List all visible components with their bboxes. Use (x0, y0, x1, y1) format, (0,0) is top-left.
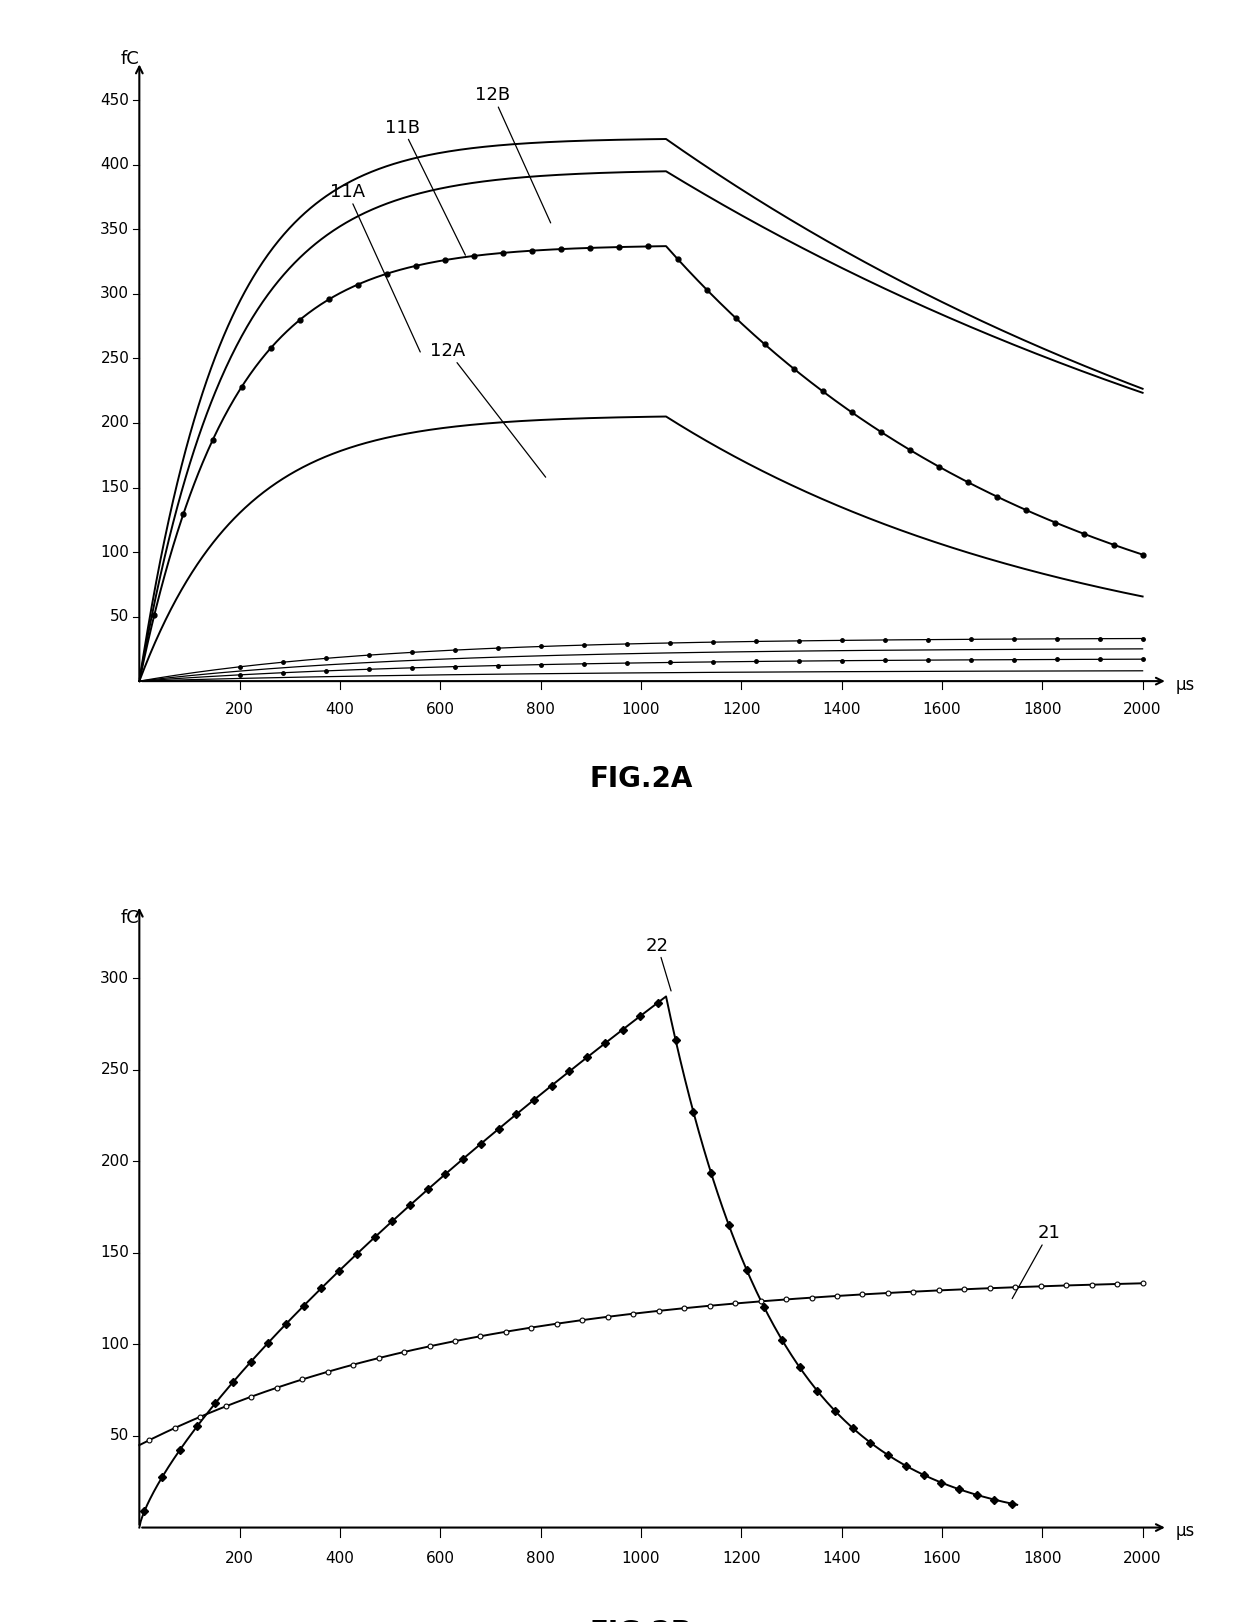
Text: 800: 800 (526, 1551, 556, 1567)
Text: 300: 300 (100, 287, 129, 302)
Text: 2000: 2000 (1123, 1551, 1162, 1567)
Text: 150: 150 (100, 480, 129, 495)
Text: FIG.2A: FIG.2A (589, 766, 693, 793)
Text: 350: 350 (100, 222, 129, 237)
Text: 200: 200 (226, 702, 254, 717)
Text: fC: fC (122, 50, 140, 68)
Text: 2000: 2000 (1123, 702, 1162, 717)
Text: 1200: 1200 (722, 1551, 760, 1567)
Text: 1000: 1000 (621, 702, 660, 717)
Text: 450: 450 (100, 92, 129, 107)
Text: μs: μs (1176, 676, 1194, 694)
Text: 1800: 1800 (1023, 702, 1061, 717)
Text: μs: μs (1176, 1521, 1194, 1541)
Text: 150: 150 (100, 1246, 129, 1260)
Text: 1600: 1600 (923, 702, 961, 717)
Text: 400: 400 (326, 1551, 355, 1567)
Text: 1400: 1400 (822, 702, 861, 717)
Text: 1000: 1000 (621, 1551, 660, 1567)
Text: 1600: 1600 (923, 1551, 961, 1567)
Text: 1800: 1800 (1023, 1551, 1061, 1567)
Text: FIG.2B: FIG.2B (589, 1619, 692, 1622)
Text: 600: 600 (425, 1551, 455, 1567)
Text: 11B: 11B (386, 118, 465, 255)
Text: 21: 21 (1012, 1225, 1060, 1299)
Text: 1200: 1200 (722, 702, 760, 717)
Text: 100: 100 (100, 1337, 129, 1351)
Text: 50: 50 (110, 610, 129, 624)
Text: 400: 400 (100, 157, 129, 172)
Text: 12A: 12A (430, 342, 546, 477)
Text: 600: 600 (425, 702, 455, 717)
Text: 1400: 1400 (822, 1551, 861, 1567)
Text: 300: 300 (100, 970, 129, 986)
Text: 200: 200 (100, 415, 129, 430)
Text: fC: fC (122, 908, 140, 926)
Text: 200: 200 (100, 1153, 129, 1169)
Text: 800: 800 (526, 702, 556, 717)
Text: 50: 50 (110, 1429, 129, 1444)
Text: 22: 22 (646, 936, 671, 991)
Text: 11A: 11A (330, 183, 420, 352)
Text: 250: 250 (100, 350, 129, 367)
Text: 200: 200 (226, 1551, 254, 1567)
Text: 400: 400 (326, 702, 355, 717)
Text: 12B: 12B (475, 86, 551, 222)
Text: 100: 100 (100, 545, 129, 560)
Text: 250: 250 (100, 1062, 129, 1077)
